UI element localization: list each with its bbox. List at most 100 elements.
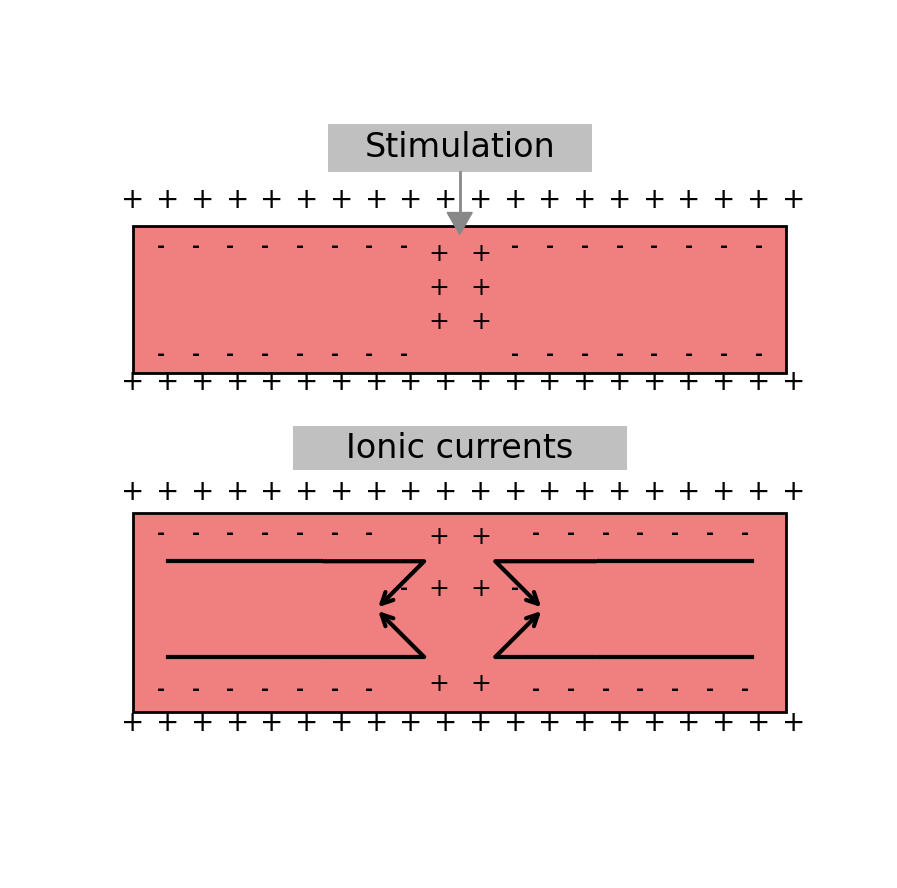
Polygon shape <box>448 212 472 234</box>
Text: +: + <box>399 369 422 396</box>
Text: +: + <box>156 369 179 396</box>
Text: +: + <box>364 186 388 214</box>
Text: +: + <box>330 709 353 737</box>
Text: -: - <box>331 679 338 699</box>
Text: +: + <box>747 186 771 214</box>
Text: -: - <box>261 525 269 543</box>
Text: -: - <box>331 345 338 364</box>
Text: -: - <box>532 525 540 543</box>
Text: +: + <box>747 478 771 505</box>
Text: -: - <box>602 525 610 543</box>
Text: -: - <box>400 579 408 599</box>
Text: +: + <box>470 672 491 696</box>
Text: +: + <box>469 186 492 214</box>
Text: +: + <box>677 186 701 214</box>
Text: +: + <box>225 478 249 505</box>
Text: +: + <box>503 478 527 505</box>
Text: +: + <box>503 369 527 396</box>
Text: +: + <box>399 709 422 737</box>
Text: -: - <box>157 525 165 543</box>
Text: +: + <box>434 369 457 396</box>
Text: +: + <box>225 709 249 737</box>
Text: +: + <box>121 478 144 505</box>
Text: +: + <box>503 186 527 214</box>
Text: +: + <box>330 186 353 214</box>
Text: -: - <box>365 525 373 543</box>
Text: +: + <box>364 709 388 737</box>
Text: -: - <box>365 345 373 364</box>
Text: -: - <box>400 237 408 257</box>
Text: -: - <box>650 237 658 257</box>
Text: -: - <box>331 237 338 257</box>
Text: +: + <box>191 369 214 396</box>
Text: -: - <box>567 679 575 699</box>
Text: +: + <box>330 369 353 396</box>
Text: +: + <box>191 709 214 737</box>
Text: -: - <box>532 679 540 699</box>
Text: +: + <box>470 526 491 550</box>
Text: +: + <box>295 478 318 505</box>
Text: Ionic currents: Ionic currents <box>346 432 573 464</box>
Text: +: + <box>434 709 457 737</box>
Text: -: - <box>615 345 623 364</box>
Text: -: - <box>511 237 519 257</box>
Text: -: - <box>581 345 588 364</box>
Text: +: + <box>573 478 597 505</box>
Text: +: + <box>677 709 701 737</box>
Text: +: + <box>260 709 283 737</box>
Text: +: + <box>747 709 771 737</box>
Text: -: - <box>615 237 623 257</box>
Text: -: - <box>511 345 519 364</box>
Text: -: - <box>226 345 234 364</box>
Text: -: - <box>671 525 679 543</box>
Text: -: - <box>754 237 762 257</box>
Text: +: + <box>781 186 806 214</box>
Text: +: + <box>399 478 422 505</box>
Text: +: + <box>747 369 771 396</box>
Text: +: + <box>781 369 806 396</box>
Text: -: - <box>685 345 693 364</box>
Text: +: + <box>399 186 422 214</box>
Text: +: + <box>712 709 736 737</box>
Text: +: + <box>260 369 283 396</box>
Text: +: + <box>642 709 666 737</box>
Text: -: - <box>637 679 644 699</box>
Text: +: + <box>608 478 631 505</box>
Text: -: - <box>192 679 199 699</box>
Text: -: - <box>296 679 304 699</box>
Text: +: + <box>712 186 736 214</box>
Text: -: - <box>226 679 234 699</box>
Text: -: - <box>226 237 234 257</box>
Text: -: - <box>365 237 373 257</box>
Text: -: - <box>706 525 714 543</box>
Text: +: + <box>470 276 491 300</box>
Text: +: + <box>712 369 736 396</box>
Text: +: + <box>573 186 597 214</box>
Text: +: + <box>260 478 283 505</box>
Text: -: - <box>650 345 658 364</box>
Text: +: + <box>429 242 449 266</box>
Text: -: - <box>261 345 269 364</box>
Bar <box>133 226 787 373</box>
Text: +: + <box>156 186 179 214</box>
Text: -: - <box>581 237 588 257</box>
Text: +: + <box>330 478 353 505</box>
Text: +: + <box>642 478 666 505</box>
Text: +: + <box>191 186 214 214</box>
Text: +: + <box>469 709 492 737</box>
Text: +: + <box>429 526 449 550</box>
Text: +: + <box>781 709 806 737</box>
Text: -: - <box>511 579 519 599</box>
Bar <box>133 513 787 711</box>
Text: -: - <box>400 345 408 364</box>
Text: +: + <box>469 478 492 505</box>
Text: -: - <box>671 679 679 699</box>
Text: +: + <box>121 186 144 214</box>
Text: +: + <box>642 369 666 396</box>
Text: -: - <box>296 525 304 543</box>
Text: +: + <box>364 478 388 505</box>
Text: +: + <box>156 709 179 737</box>
Text: +: + <box>503 709 527 737</box>
Text: -: - <box>602 679 610 699</box>
Text: -: - <box>331 525 338 543</box>
